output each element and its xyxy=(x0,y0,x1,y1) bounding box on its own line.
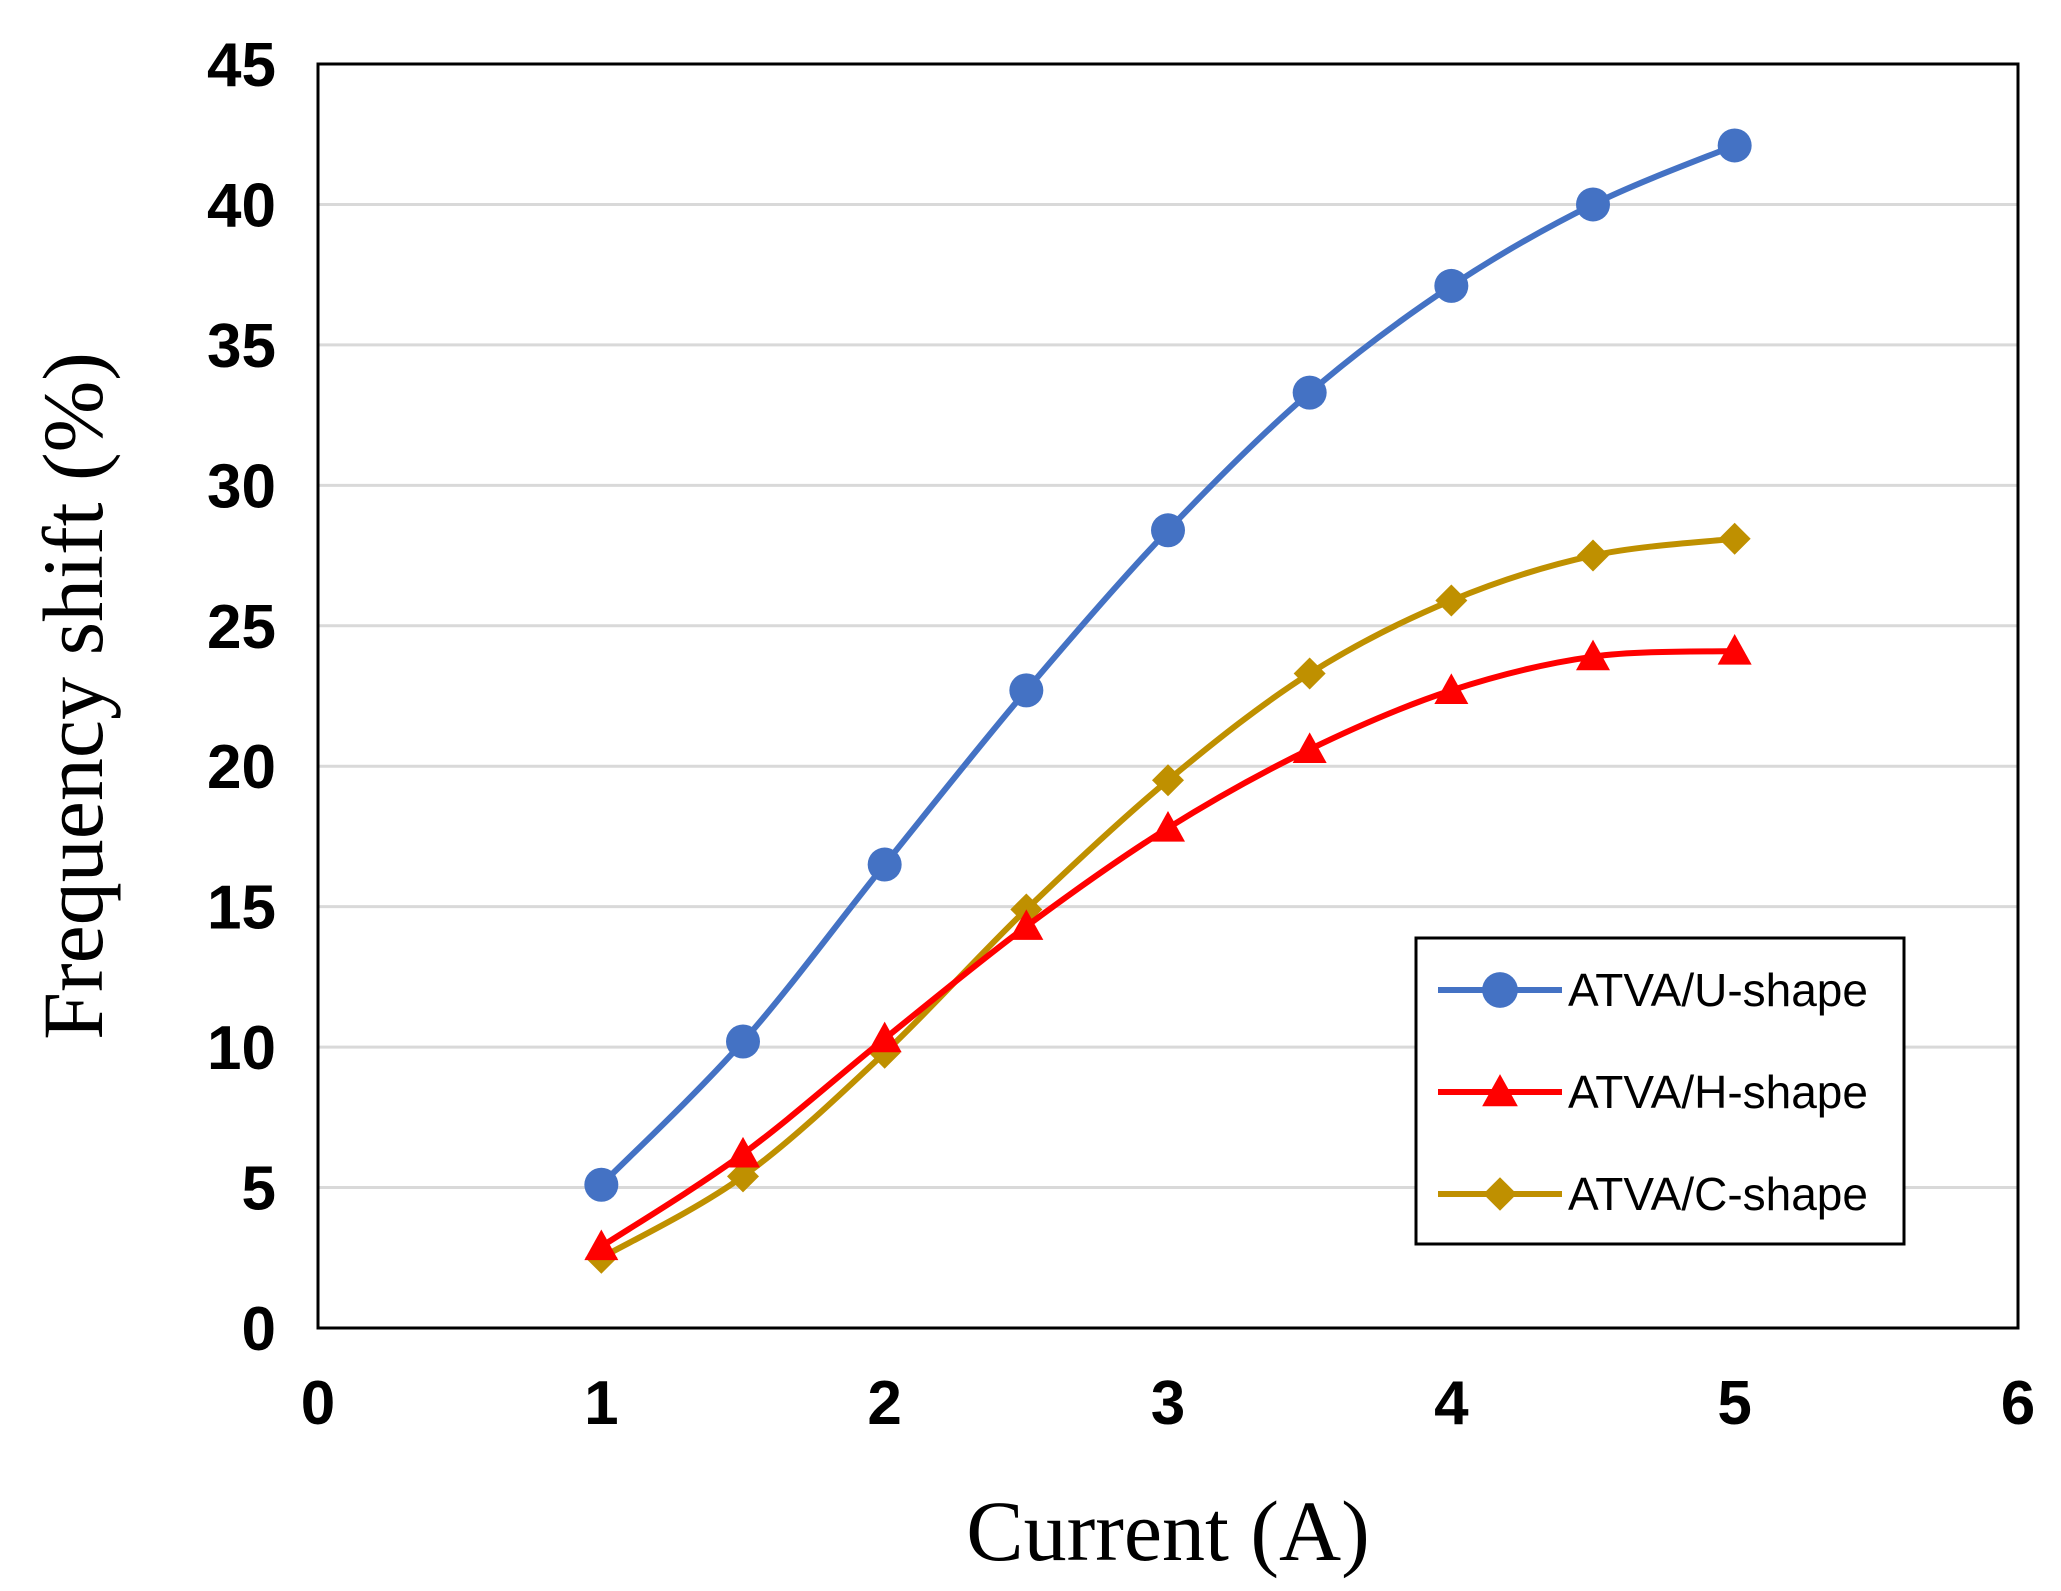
legend-item-ATVA/H-shape: ATVA/H-shape xyxy=(1438,1066,1868,1118)
data-point-triangle xyxy=(726,1136,760,1168)
x-tick-label: 6 xyxy=(2001,1369,2035,1438)
data-point-triangle xyxy=(584,1229,619,1261)
data-point-triangle xyxy=(1151,811,1185,842)
y-tick-label: 25 xyxy=(207,593,276,662)
data-point-circle xyxy=(1576,187,1610,222)
x-tick-label: 4 xyxy=(1434,1369,1469,1438)
data-point-diamond xyxy=(1577,539,1609,572)
data-point-diamond xyxy=(1293,657,1326,690)
data-point-circle xyxy=(1151,513,1185,548)
series-ATVA/H-shape xyxy=(584,634,1752,1261)
y-tick-label: 10 xyxy=(207,1014,276,1083)
legend-marker-circle xyxy=(1482,972,1518,1008)
plot-area-frame xyxy=(316,62,2020,1330)
legend-item-ATVA/C-shape: ATVA/C-shape xyxy=(1438,1168,1868,1220)
x-tick-label: 5 xyxy=(1717,1369,1751,1438)
y-tick-label: 30 xyxy=(207,452,276,521)
data-point-triangle xyxy=(1292,732,1327,763)
x-axis-ticks: 0 1 2 3 4 5 6 xyxy=(301,1369,2035,1438)
legend-item-ATVA/U-shape: ATVA/U-shape xyxy=(1438,964,1868,1016)
data-point-triangle xyxy=(867,1021,902,1053)
data-point-circle xyxy=(1292,375,1327,410)
series-ATVA/U-shape xyxy=(584,128,1752,1202)
y-axis-ticks: 0 5 10 15 20 25 30 35 40 45 xyxy=(207,31,276,1364)
x-axis-title: Current (A) xyxy=(966,1483,1370,1579)
series-line xyxy=(598,535,1738,1261)
data-point-triangle xyxy=(1576,639,1610,671)
legend: ATVA/U-shape ATVA/H-shape ATVA/C-shape xyxy=(1414,936,1906,1246)
data-point-triangle xyxy=(1434,673,1469,704)
y-tick-label: 40 xyxy=(207,171,276,240)
data-point-circle xyxy=(867,847,902,882)
gridlines xyxy=(318,202,2018,1190)
series-line xyxy=(598,142,1738,1188)
data-point-circle xyxy=(726,1024,760,1059)
data-point-circle xyxy=(584,1167,619,1202)
data-point-diamond xyxy=(727,1160,759,1193)
data-point-circle xyxy=(1434,268,1469,303)
series-layer xyxy=(584,128,1752,1274)
y-tick-label: 45 xyxy=(207,31,276,100)
series-line xyxy=(598,648,1738,1250)
x-tick-label: 0 xyxy=(301,1369,335,1438)
y-tick-label: 20 xyxy=(207,733,276,802)
data-point-diamond xyxy=(1152,764,1184,797)
legend-items: ATVA/U-shape ATVA/H-shape ATVA/C-shape xyxy=(1438,964,1868,1220)
legend-label: ATVA/C-shape xyxy=(1568,1168,1868,1220)
data-point-triangle xyxy=(1717,634,1752,665)
y-axis-title: Frequency shift (%) xyxy=(25,352,121,1040)
x-tick-label: 1 xyxy=(584,1369,618,1438)
x-tick-label: 2 xyxy=(867,1369,901,1438)
data-point-circle xyxy=(1009,673,1044,708)
data-point-diamond xyxy=(1435,584,1468,617)
legend-label: ATVA/U-shape xyxy=(1568,964,1868,1016)
x-tick-label: 3 xyxy=(1151,1369,1185,1438)
legend-label: ATVA/H-shape xyxy=(1568,1066,1868,1118)
y-tick-label: 5 xyxy=(242,1155,276,1224)
legend-marker-triangle xyxy=(1482,1074,1518,1107)
data-point-triangle xyxy=(1009,909,1044,940)
y-tick-label: 15 xyxy=(207,874,276,943)
data-point-circle xyxy=(1717,128,1752,163)
data-point-diamond xyxy=(1718,522,1751,555)
legend-marker-diamond xyxy=(1483,1177,1517,1211)
y-tick-label: 35 xyxy=(207,312,276,381)
y-tick-label: 0 xyxy=(242,1295,276,1364)
